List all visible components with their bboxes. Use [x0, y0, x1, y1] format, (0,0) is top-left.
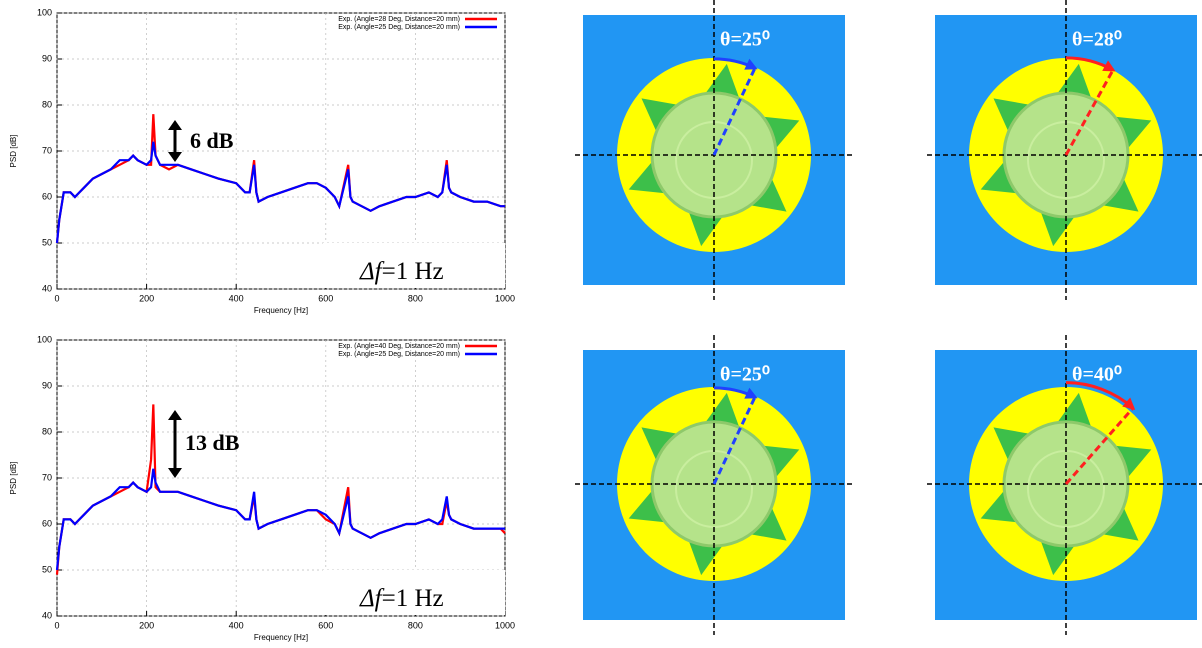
y-tick-label: 40 — [42, 283, 52, 293]
y-tick-label: 70 — [42, 145, 52, 155]
angle-ray — [712, 67, 757, 156]
annotation-italic: Δf — [359, 258, 385, 285]
x-tick-label: 1000 — [495, 620, 515, 630]
arrow-head — [1102, 60, 1116, 72]
annotation: 6 dB — [190, 128, 234, 153]
y-tick-label: 70 — [42, 472, 52, 482]
annotation-italic: Δf — [359, 585, 385, 612]
rotor-diagram: θ=25⁰ — [575, 335, 853, 635]
x-axis-label: Frequency [Hz] — [254, 306, 308, 315]
series-line — [55, 468, 505, 571]
y-tick-label: 60 — [42, 518, 52, 528]
angle-ray — [712, 396, 757, 485]
legend-label: Exp. (Angle=40 Deg, Distance=20 mm) — [338, 343, 460, 350]
angle-label: θ=25⁰ — [720, 364, 770, 386]
annotation: Δf=1 Hz — [359, 258, 444, 285]
arrow-head — [1122, 397, 1136, 410]
x-tick-label: 1000 — [495, 293, 515, 303]
y-tick-label: 90 — [42, 53, 52, 63]
angle-ray — [1064, 407, 1135, 485]
rotor-diagram: θ=25⁰ — [575, 0, 853, 300]
x-tick-label: 200 — [139, 293, 154, 303]
y-tick-label: 40 — [42, 610, 52, 620]
x-tick-label: 600 — [318, 293, 333, 303]
y-tick-label: 50 — [42, 237, 52, 247]
rotor-diagram: θ=28⁰ — [927, 0, 1202, 300]
y-tick-label: 100 — [37, 334, 52, 344]
x-tick-label: 400 — [229, 620, 244, 630]
x-tick-label: 0 — [54, 620, 59, 630]
y-tick-label: 100 — [37, 7, 52, 17]
annotation-rest: =1 Hz — [382, 585, 444, 612]
y-tick-label: 50 — [42, 564, 52, 574]
angle-label: θ=25⁰ — [720, 29, 770, 51]
y-tick-label: 60 — [42, 191, 52, 201]
x-tick-label: 800 — [408, 293, 423, 303]
arrow-head — [744, 387, 758, 399]
legend-label: Exp. (Angle=25 Deg, Distance=20 mm) — [338, 351, 460, 358]
y-tick-label: 80 — [42, 99, 52, 109]
x-tick-label: 200 — [139, 620, 154, 630]
x-tick-label: 600 — [318, 620, 333, 630]
x-tick-label: 800 — [408, 620, 423, 630]
arrow-head — [744, 58, 758, 70]
x-tick-label: 400 — [229, 293, 244, 303]
annotation-rest: =1 Hz — [382, 258, 444, 285]
y-tick-label: 80 — [42, 426, 52, 436]
x-tick-label: 0 — [54, 293, 59, 303]
legend-label: Exp. (Angle=28 Deg, Distance=20 mm) — [338, 16, 460, 23]
legend-label: Exp. (Angle=25 Deg, Distance=20 mm) — [338, 24, 460, 31]
annotation: 13 dB — [185, 430, 240, 455]
y-axis-label: PSD [dB] — [9, 462, 18, 495]
y-tick-label: 90 — [42, 380, 52, 390]
arrow-head — [168, 120, 182, 162]
x-axis-label: Frequency [Hz] — [254, 633, 308, 642]
rotor-diagram: θ=40⁰ — [927, 335, 1202, 635]
series-line — [55, 141, 505, 244]
annotation-box — [323, 243, 505, 288]
y-axis-label: PSD [dB] — [9, 135, 18, 168]
annotation-box — [323, 570, 505, 615]
angle-label: θ=28⁰ — [1072, 29, 1122, 51]
angle-label: θ=40⁰ — [1072, 364, 1122, 386]
annotation: Δf=1 Hz — [359, 585, 444, 612]
angle-ray — [1064, 69, 1115, 156]
